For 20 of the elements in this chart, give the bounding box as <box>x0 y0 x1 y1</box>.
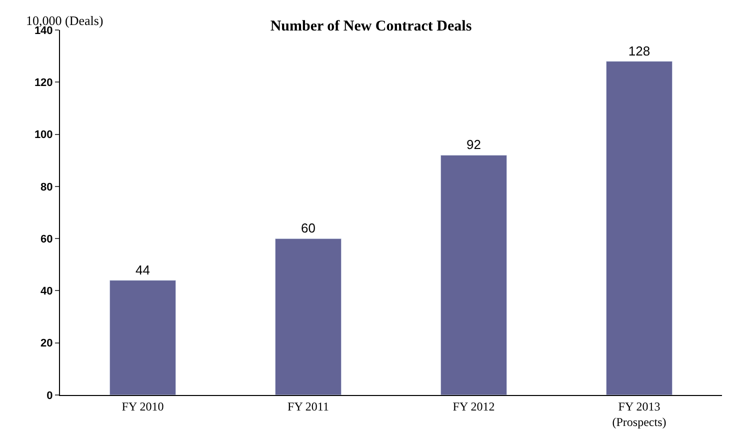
x-tick-label: FY 2013 (Prospects) <box>612 399 666 429</box>
y-tick-label: 120 <box>34 76 53 89</box>
data-label: 44 <box>136 262 150 278</box>
y-tick-label: 60 <box>40 233 53 246</box>
y-tick-label: 0 <box>46 390 53 402</box>
bar <box>274 238 342 395</box>
bar <box>109 280 176 395</box>
y-tick-label: 40 <box>40 286 53 298</box>
y-tick-label: 100 <box>34 129 53 142</box>
data-label: 60 <box>301 220 316 236</box>
chart-title: Number of New Contract Deals <box>270 18 472 35</box>
bar <box>440 154 508 395</box>
y-tick-label: 80 <box>40 181 53 194</box>
x-tick-label: FY 2011 <box>288 399 329 414</box>
bar <box>606 61 673 395</box>
x-tick-label: FY 2012 <box>452 399 495 414</box>
x-tick-label: FY 2010 <box>122 399 164 414</box>
data-label: 92 <box>466 137 481 152</box>
data-label: 128 <box>628 43 650 58</box>
y-tick-label: 20 <box>40 338 53 350</box>
